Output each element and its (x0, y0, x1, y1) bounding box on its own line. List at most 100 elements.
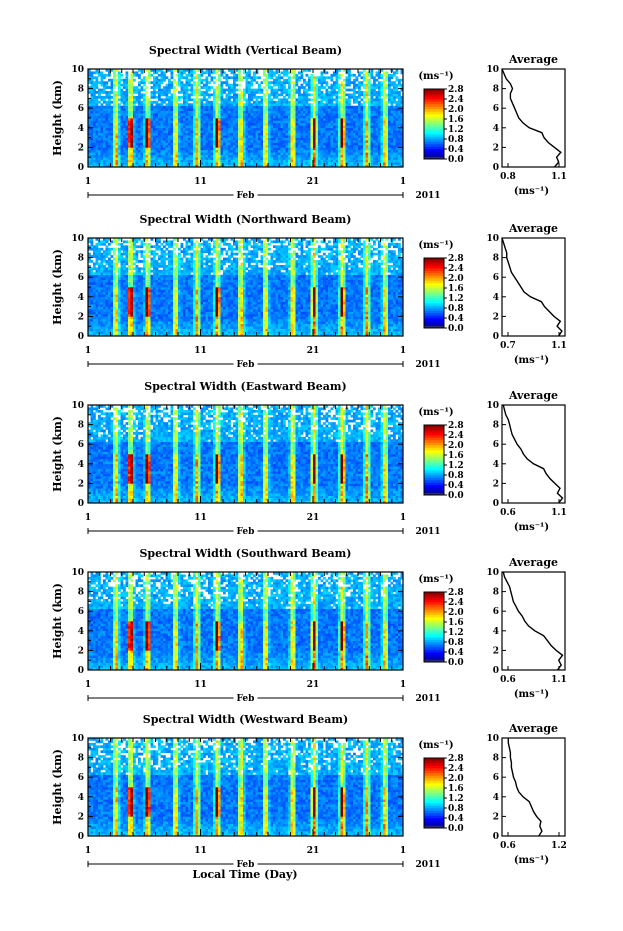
heatmap-cell (291, 98, 294, 101)
heatmap-cell (373, 140, 376, 143)
heatmap-cell (118, 140, 121, 143)
heatmap-cell (121, 157, 124, 160)
heatmap-cell (103, 302, 106, 305)
heatmap-cell (191, 140, 194, 143)
heatmap-cell (378, 145, 381, 148)
heatmap-cell (261, 155, 264, 158)
heatmap-cell (146, 113, 149, 116)
heatmap-cell (218, 118, 221, 121)
heatmap-cell (213, 123, 216, 126)
heatmap-cell (366, 74, 369, 77)
heatmap-cell (193, 160, 196, 163)
heatmap-cell (193, 94, 196, 97)
heatmap-cell (353, 145, 356, 148)
heatmap-cell (128, 111, 131, 114)
heatmap-cell (258, 143, 261, 146)
heatmap-cell (161, 118, 164, 121)
heatmap-cell (238, 152, 241, 155)
heatmap-cell (303, 143, 306, 146)
heatmap-cell (196, 86, 199, 89)
heatmap-cell (391, 113, 394, 116)
heatmap-cell (313, 89, 316, 92)
heatmap-cell (366, 125, 369, 128)
heatmap-cell (366, 145, 369, 148)
heatmap-cell (361, 116, 364, 119)
heatmap-cell (178, 118, 181, 121)
heatmap-cell (283, 143, 286, 146)
heatmap-cell (263, 133, 266, 136)
heatmap-cell (188, 133, 191, 136)
heatmap-cell (391, 157, 394, 160)
heatmap-cell (228, 91, 231, 94)
heatmap-cell (211, 157, 214, 160)
heatmap-cell (156, 130, 159, 133)
heatmap-cell (341, 74, 344, 77)
heatmap-cell (336, 96, 339, 99)
heatmap-cell (253, 155, 256, 158)
heatmap-cell (98, 287, 101, 290)
heatmap-cell (326, 103, 329, 106)
heatmap-cell (116, 111, 119, 114)
heatmap-cell (103, 292, 106, 295)
heatmap-cell (128, 157, 131, 160)
heatmap-cell (91, 111, 94, 114)
heatmap-cell (128, 150, 131, 153)
heatmap-cell (188, 123, 191, 126)
heatmap-cell (361, 125, 364, 128)
heatmap-cell (306, 94, 309, 97)
heatmap-cell (351, 138, 354, 141)
heatmap-cell (293, 89, 296, 92)
heatmap-cell (101, 285, 104, 288)
heatmap-cell (98, 253, 101, 256)
heatmap-cell (116, 133, 119, 136)
heatmap-cell (386, 152, 389, 155)
heatmap-cell (153, 108, 156, 111)
heatmap-cell (203, 106, 206, 109)
heatmap-cell (348, 130, 351, 133)
heatmap-cell (231, 157, 234, 160)
heatmap-cell (343, 108, 346, 111)
heatmap-cell (398, 116, 401, 119)
heatmap-cell (383, 98, 386, 101)
heatmap-cell (193, 123, 196, 126)
heatmap-cell (291, 160, 294, 163)
colorbar-tick-label: 1.6 (448, 115, 464, 125)
heatmap-cell (171, 101, 174, 104)
heatmap-cell (186, 155, 189, 158)
heatmap-cell (176, 118, 179, 121)
heatmap-cell (221, 108, 224, 111)
heatmap-cell (173, 145, 176, 148)
heatmap-cell (266, 130, 269, 133)
heatmap-cell (388, 81, 391, 84)
heatmap-cell (296, 140, 299, 143)
heatmap-cell (393, 162, 396, 165)
heatmap-cell (361, 152, 364, 155)
heatmap-cell (186, 86, 189, 89)
heatmap-cell (353, 113, 356, 116)
heatmap-cell (168, 157, 171, 160)
heatmap-cell (106, 316, 109, 319)
heatmap-cell (106, 307, 109, 310)
heatmap-cell (353, 128, 356, 131)
heatmap-cell (106, 245, 109, 248)
heatmap-cell (278, 130, 281, 133)
heatmap-cell (113, 120, 116, 123)
heatmap-cell (206, 116, 209, 119)
heatmap-cell (98, 324, 101, 327)
heatmap-cell (283, 79, 286, 82)
heatmap-cell (353, 96, 356, 99)
heatmap-cell (381, 123, 384, 126)
heatmap-cell (103, 128, 106, 131)
heatmap-cell (98, 118, 101, 121)
heatmap-cell (333, 89, 336, 92)
heatmap-cell (236, 94, 239, 97)
heatmap-cell (98, 89, 101, 92)
heatmap-cell (131, 111, 134, 114)
heatmap-cell (331, 143, 334, 146)
heatmap-cell (363, 118, 366, 121)
heatmap-cell (116, 106, 119, 109)
heatmap-cell (101, 302, 104, 305)
heatmap-cell (146, 96, 149, 99)
heatmap-cell (123, 143, 126, 146)
heatmap-cell (133, 155, 136, 158)
